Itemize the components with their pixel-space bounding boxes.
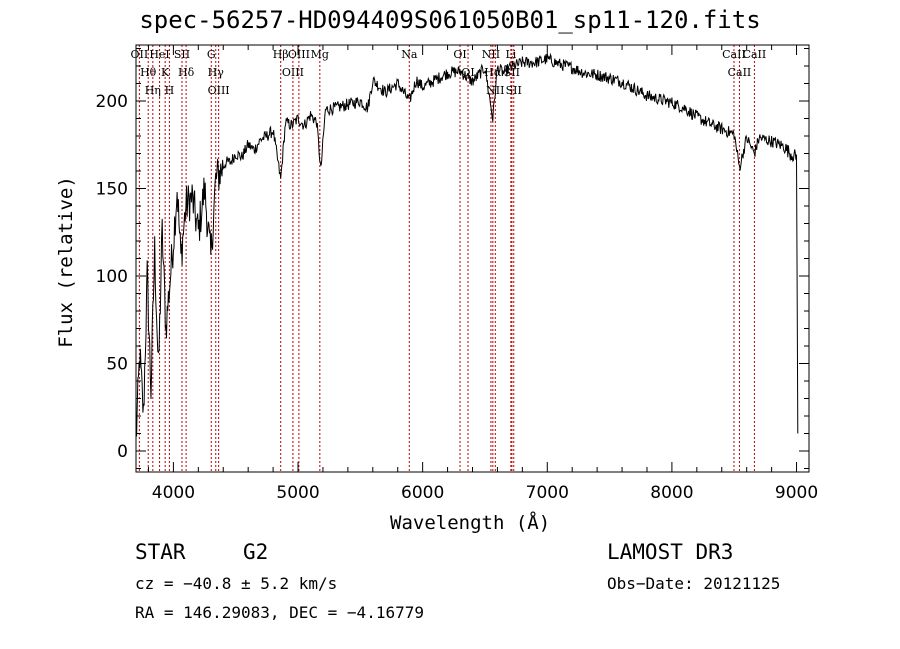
spectral-line-label: G [207,48,216,61]
spectral-line-label: NII [486,84,504,97]
y-axis-label: Flux (relative) [55,176,77,348]
y-tick-label: 150 [96,180,128,200]
x-tick-label: 7000 [526,483,569,503]
x-tick-label: 5000 [276,483,319,503]
spectral-line-label: OI [453,48,466,61]
spectral-line-label: CaII [728,66,752,79]
plot-frame [135,44,810,473]
spectral-line-label: Na [401,48,418,61]
spectral-line-label: SII [504,66,520,79]
y-tick-label: 0 [117,442,128,462]
spectral-line-label: OIII [208,84,230,97]
spectral-line-label: HeI [149,48,169,61]
spectral-line-label: CaII [743,48,767,61]
spectrum-line [135,52,799,437]
sky-coordinates: RA = 146.29083, DEC = −4.16779 [135,603,424,622]
spectral-line-label: OI [461,66,474,79]
spectral-line-label: OII [131,48,149,61]
observation-date: Obs−Date: 20121125 [607,574,781,593]
spectral-line-label: Hβ [273,48,289,61]
survey-name: LAMOST DR3 [607,540,734,564]
object-subclass: G2 [243,540,269,564]
series-layer [135,52,799,437]
spectral-line-label: CaII [722,48,746,61]
spectral-line-label: K [161,66,170,79]
spectral-line-label: NII [482,48,500,61]
x-tick-label: 4000 [152,483,195,503]
spectral-line-label: Li [505,48,516,61]
spectral-line-label: Mg [311,48,329,61]
spectral-line-label: OIII [288,48,310,61]
spectral-line-label: Hγ [208,66,225,79]
spectral-line-label: Hδ [178,66,195,79]
spectral-line-label: Hη [145,84,161,97]
object-class: STAR [135,540,186,564]
y-tick-label: 50 [106,355,128,375]
spectral-line-label: Hθ [140,66,157,79]
spectral-line-label: Hα [484,66,502,79]
axes-layer: 4000 5000 6000 7000 8000 9000 0 50 100 150 200 [96,45,818,503]
spectral-line-label: SII [506,84,522,97]
redshift-velocity: cz = −40.8 ± 5.2 km/s [135,574,338,593]
chart-title: spec-56257-HD094409S061050B01_sp11-120.f… [139,6,761,34]
x-axis-label: Wavelength (Å) [390,512,551,534]
y-tick-label: 100 [96,267,128,287]
x-tick-label: 6000 [401,483,444,503]
y-tick-label: 200 [96,92,128,112]
spectral-line-label: SII [174,48,190,61]
spectral-lines-layer [138,45,755,472]
x-tick-label: 9000 [775,483,818,503]
x-tick-label: 8000 [650,483,693,503]
spectral-line-label: H [165,84,175,97]
spectral-line-label: OIII [282,66,304,79]
